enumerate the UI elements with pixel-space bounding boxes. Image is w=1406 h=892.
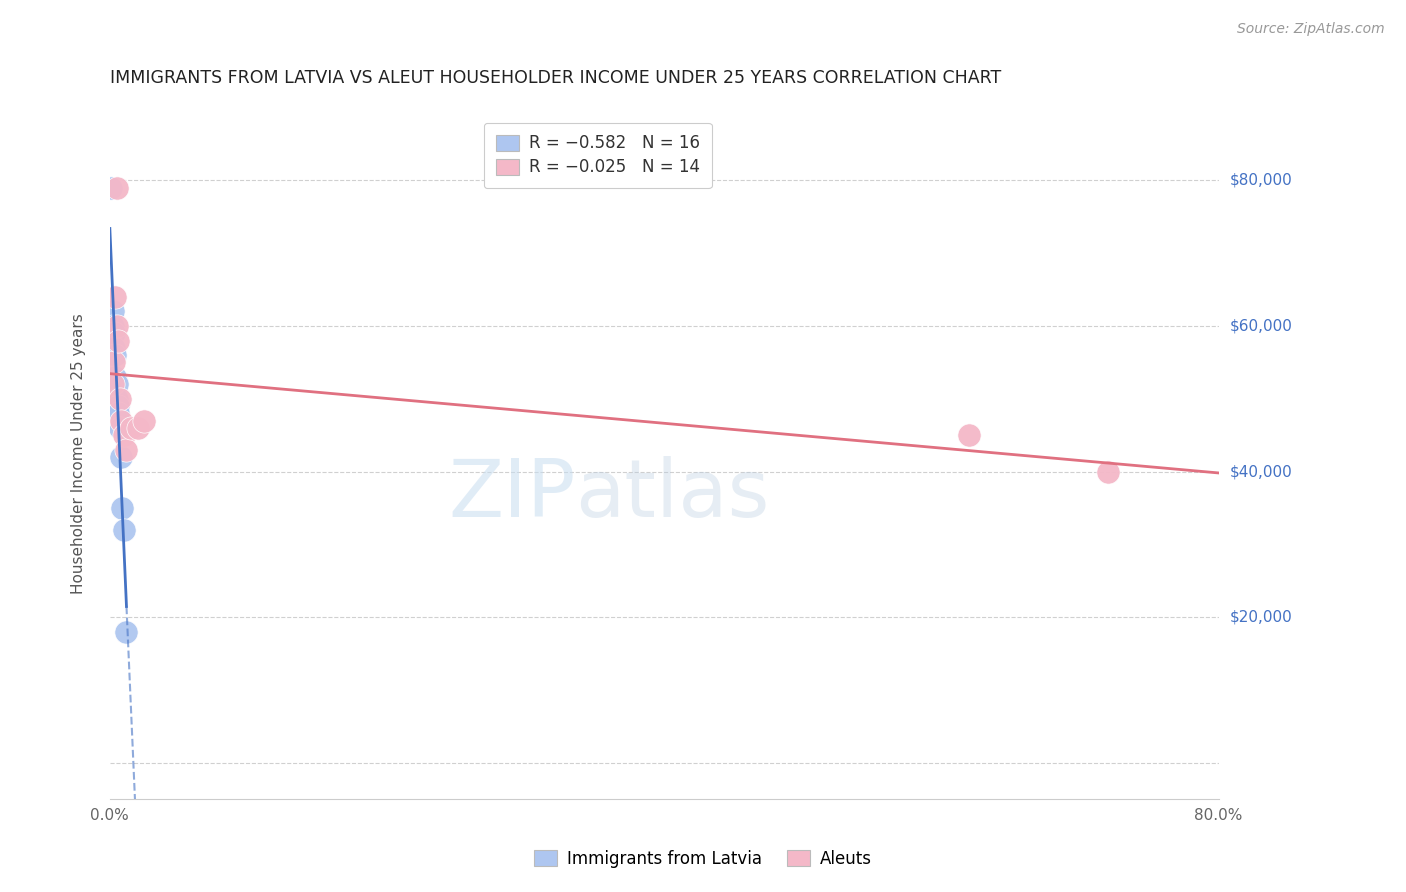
Text: $60,000: $60,000 bbox=[1230, 318, 1292, 334]
Point bbox=[112, 428, 135, 442]
Point bbox=[112, 523, 135, 537]
Point bbox=[105, 318, 128, 333]
Point bbox=[105, 392, 128, 406]
Point bbox=[110, 414, 132, 428]
Point bbox=[101, 304, 124, 318]
Point bbox=[103, 326, 125, 341]
Point bbox=[100, 180, 122, 194]
Text: $40,000: $40,000 bbox=[1230, 464, 1292, 479]
Point bbox=[101, 377, 124, 392]
Text: $80,000: $80,000 bbox=[1230, 173, 1292, 188]
Text: Source: ZipAtlas.com: Source: ZipAtlas.com bbox=[1237, 22, 1385, 37]
Point bbox=[107, 406, 129, 420]
Point bbox=[107, 399, 129, 413]
Legend: Immigrants from Latvia, Aleuts: Immigrants from Latvia, Aleuts bbox=[527, 844, 879, 875]
Y-axis label: Householder Income Under 25 years: Householder Income Under 25 years bbox=[72, 313, 86, 594]
Point bbox=[110, 450, 132, 464]
Point bbox=[105, 180, 128, 194]
Point bbox=[101, 318, 124, 333]
Point bbox=[104, 348, 127, 362]
Text: $20,000: $20,000 bbox=[1230, 610, 1292, 625]
Point bbox=[108, 421, 131, 435]
Text: atlas: atlas bbox=[575, 456, 770, 534]
Point bbox=[108, 392, 131, 406]
Point bbox=[1097, 465, 1119, 479]
Point bbox=[111, 501, 134, 516]
Point bbox=[134, 414, 156, 428]
Legend: R = −0.582   N = 16, R = −0.025   N = 14: R = −0.582 N = 16, R = −0.025 N = 14 bbox=[484, 123, 711, 188]
Point bbox=[104, 370, 127, 384]
Point bbox=[120, 421, 142, 435]
Point bbox=[103, 341, 125, 355]
Point bbox=[105, 377, 128, 392]
Point bbox=[115, 442, 138, 457]
Point bbox=[104, 290, 127, 304]
Point bbox=[127, 421, 149, 435]
Point bbox=[107, 334, 129, 348]
Point bbox=[957, 428, 980, 442]
Point bbox=[103, 355, 125, 369]
Point bbox=[115, 624, 138, 639]
Text: ZIP: ZIP bbox=[449, 456, 575, 534]
Text: IMMIGRANTS FROM LATVIA VS ALEUT HOUSEHOLDER INCOME UNDER 25 YEARS CORRELATION CH: IMMIGRANTS FROM LATVIA VS ALEUT HOUSEHOL… bbox=[110, 69, 1001, 87]
